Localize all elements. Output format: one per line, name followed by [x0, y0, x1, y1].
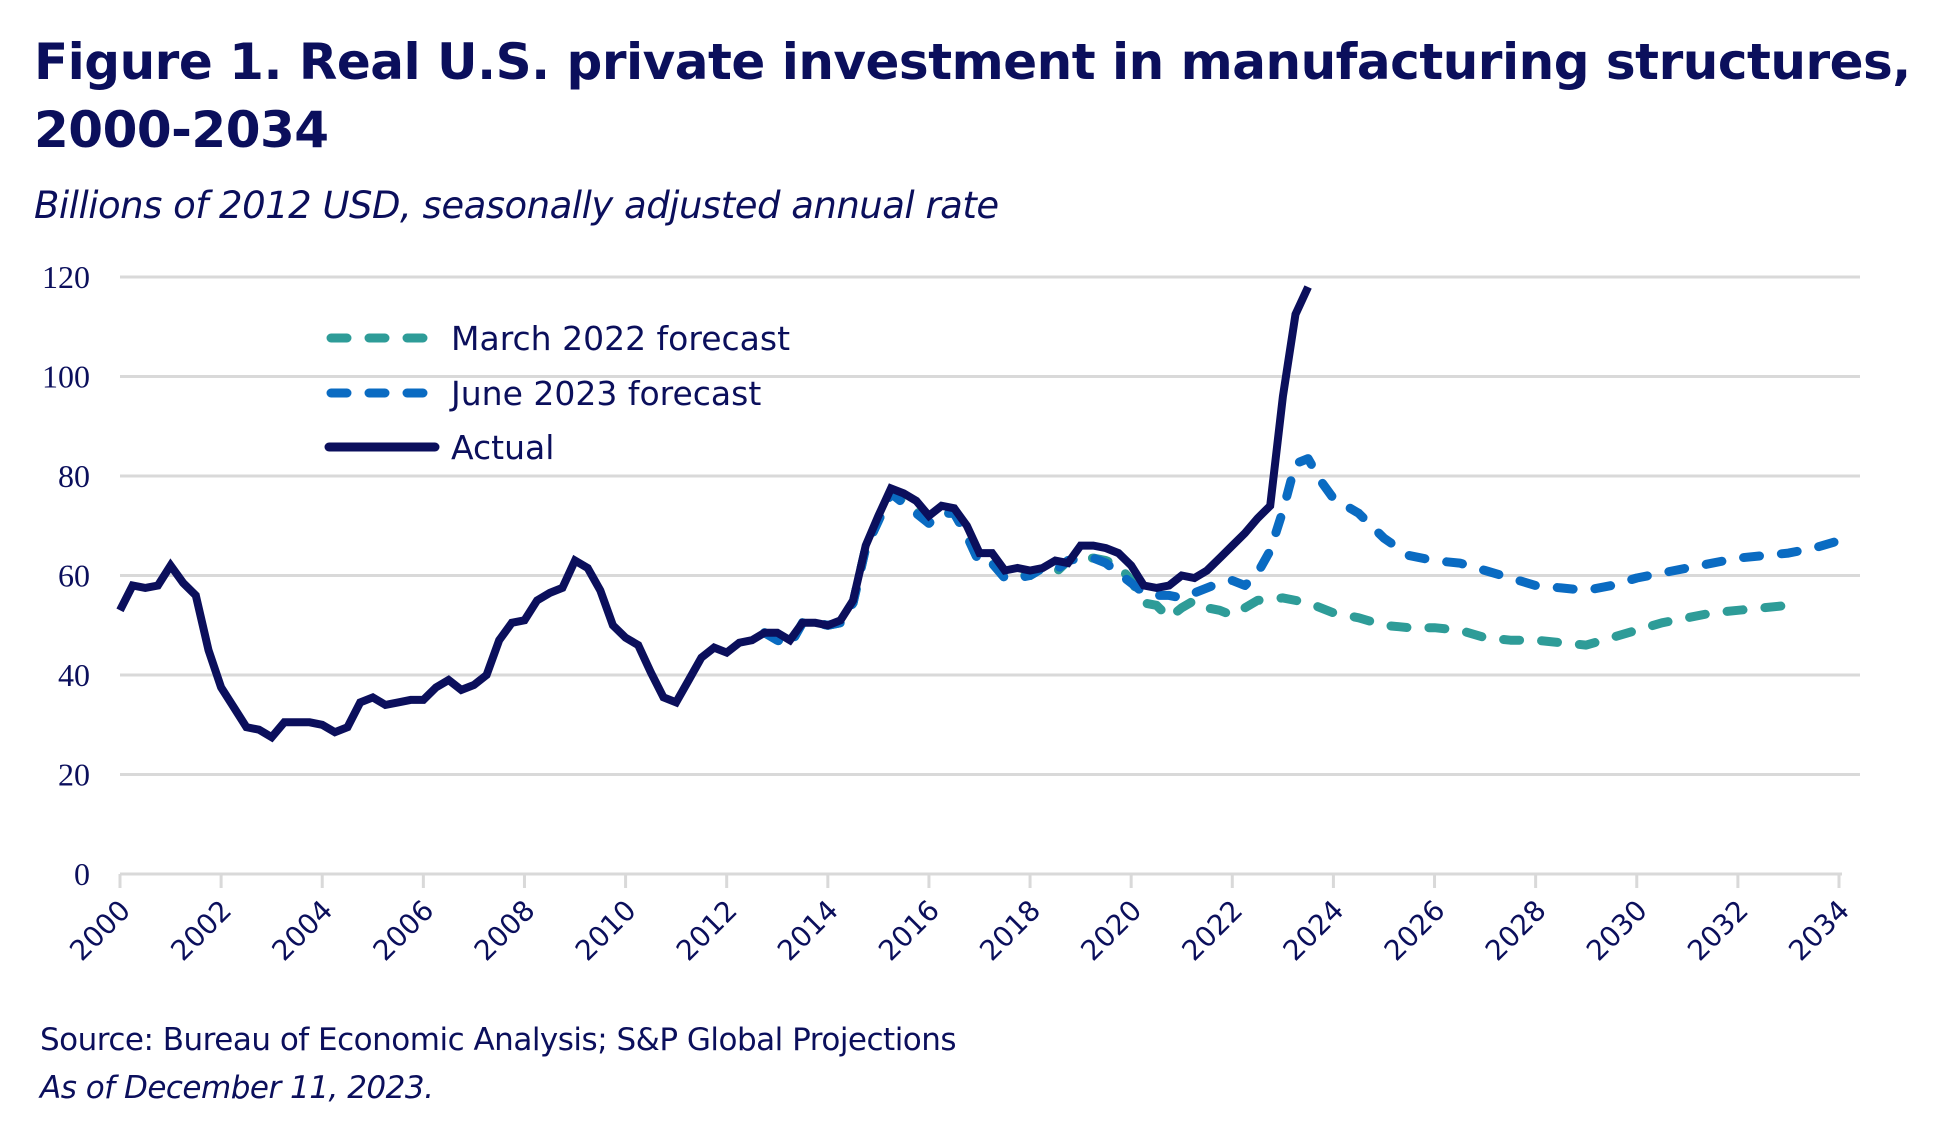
- series-line-june-2023-forecast: [760, 454, 1844, 650]
- legend-label: June 2023 forecast: [449, 374, 761, 413]
- x-tick-label: 2004: [265, 894, 339, 968]
- chart-title: Figure 1. Real U.S. private investment i…: [34, 33, 1911, 159]
- x-tick-label: 2014: [771, 894, 845, 968]
- legend-item: Actual: [324, 428, 554, 467]
- x-tick-label: 2018: [973, 894, 1047, 968]
- y-tick-label: 100: [42, 359, 90, 395]
- source-note: Source: Bureau of Economic Analysis; S&P…: [40, 1022, 957, 1058]
- x-tick-label: 2028: [1479, 894, 1553, 968]
- x-tick-label: 2010: [569, 894, 643, 968]
- y-axis: 0 20 40 60 80 100 120: [42, 259, 90, 892]
- x-tick-label: 2030: [1580, 894, 1654, 968]
- x-tick-label: 2012: [670, 894, 744, 968]
- gridlines: [120, 275, 1860, 776]
- x-tick-label: 2022: [1176, 894, 1250, 968]
- legend-item: June 2023 forecast: [326, 374, 761, 413]
- y-tick-label: 60: [58, 558, 90, 594]
- series-line-actual: [116, 285, 1312, 743]
- x-tick-label: 2032: [1681, 894, 1755, 968]
- y-tick-label: 80: [58, 458, 90, 494]
- x-tick-label: 2020: [1074, 894, 1148, 968]
- x-tick-label: 2008: [468, 894, 542, 968]
- as-of-note: As of December 11, 2023.: [40, 1070, 434, 1106]
- x-tick-label: 2034: [1782, 894, 1856, 968]
- x-tick-label: 2026: [1378, 894, 1452, 968]
- y-tick-label: 20: [58, 757, 90, 793]
- legend-item: March 2022 forecast: [326, 319, 790, 358]
- chart-subtitle: Billions of 2012 USD, seasonally adjuste…: [34, 184, 999, 227]
- legend: March 2022 forecast June 2023 forecast Act…: [324, 319, 790, 467]
- x-tick-label: 2002: [164, 894, 238, 968]
- legend-label: Actual: [451, 428, 554, 467]
- x-tick-label: 2016: [872, 894, 946, 968]
- x-tick-label: 2000: [63, 894, 137, 968]
- legend-label: March 2022 forecast: [451, 319, 790, 358]
- y-tick-label: 40: [58, 657, 90, 693]
- x-axis: 2000 2002 2004 2006 2008 2010 2012 2014 2016 2018…: [63, 872, 1856, 968]
- y-tick-label: 0: [74, 856, 90, 892]
- y-tick-label: 120: [42, 259, 90, 295]
- x-tick-label: 2006: [367, 894, 441, 968]
- series-lines: [116, 285, 1844, 743]
- x-tick-label: 2024: [1277, 894, 1351, 968]
